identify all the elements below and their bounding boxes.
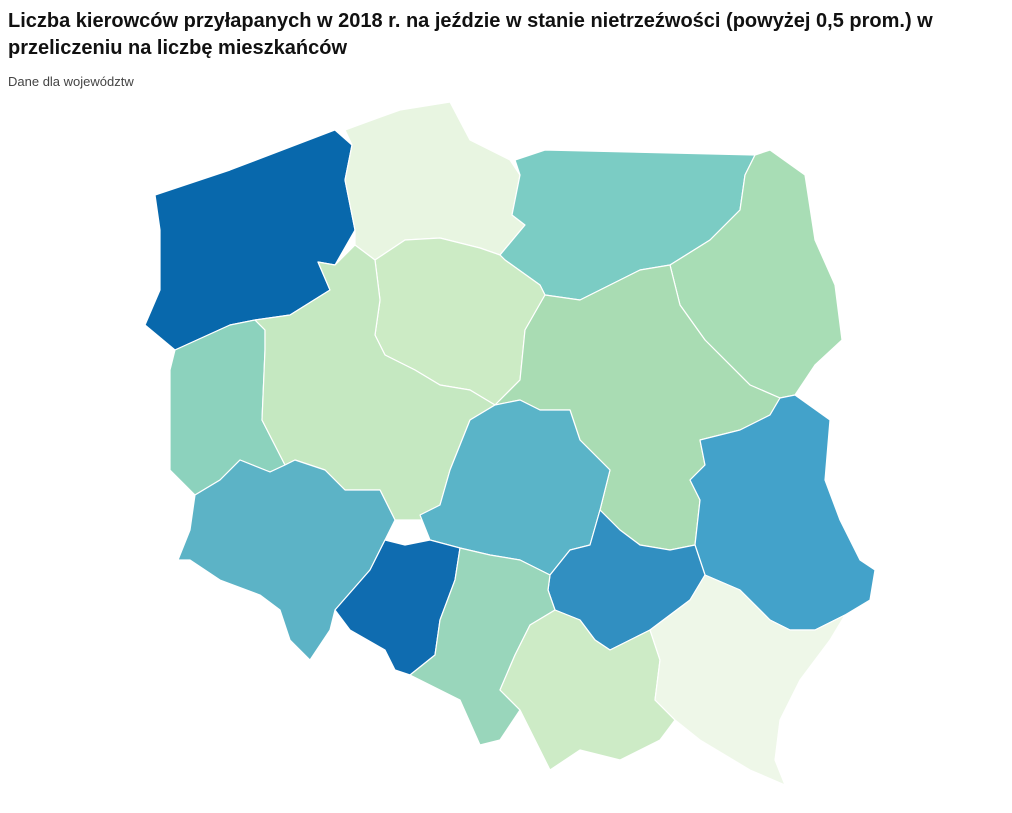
region xyxy=(344,101,526,261)
title: Liczba kierowców przyłapanych w 2018 r. … xyxy=(8,10,933,59)
region xyxy=(649,574,846,786)
region xyxy=(499,609,676,771)
subtitle: Dane dla województw xyxy=(8,74,134,89)
